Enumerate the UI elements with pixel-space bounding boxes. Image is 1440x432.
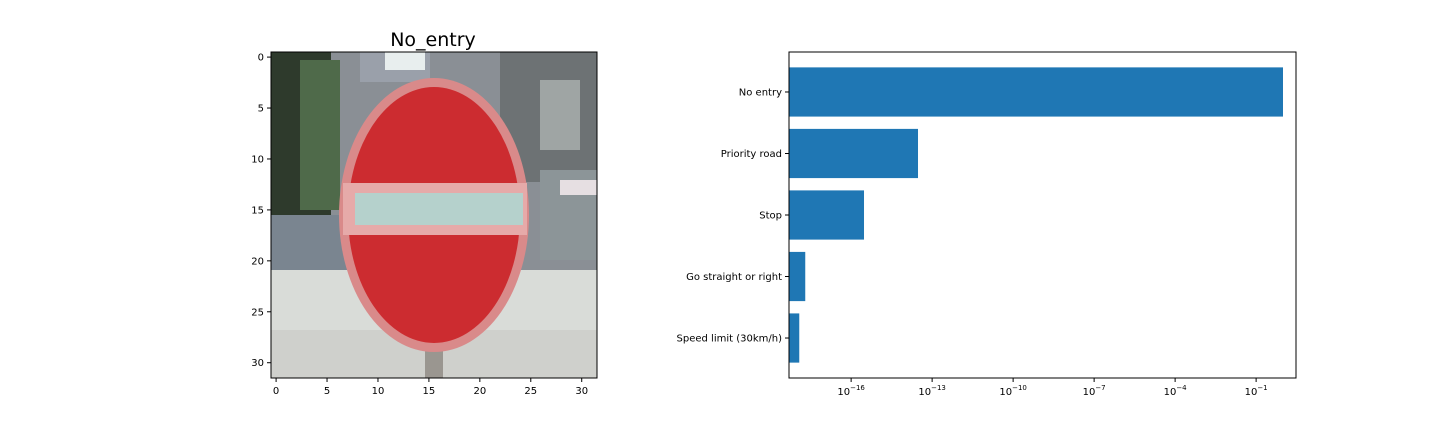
image-y-tick-label: 5	[258, 104, 264, 115]
image-y-tick-label: 25	[251, 307, 264, 318]
image-x-tick-label: 30	[575, 386, 588, 397]
image-y-tick-label: 20	[251, 256, 264, 267]
sign-image	[271, 52, 597, 378]
bar-1	[789, 128, 919, 179]
x-tick-label: 10−7	[1083, 384, 1106, 398]
x-tick-label: 10−10	[999, 384, 1027, 398]
image-x-tick-label: 10	[372, 386, 385, 397]
bar-3	[789, 251, 806, 302]
image-y-tick-label: 10	[251, 154, 264, 165]
image-y-tick-label: 30	[251, 358, 264, 369]
bar-0	[789, 67, 1284, 117]
x-tick-label: 10−16	[837, 384, 865, 398]
image-panel: No_entry	[251, 29, 598, 397]
image-x-tick-label: 15	[423, 386, 436, 397]
category-label: Priority road	[721, 149, 782, 160]
bar-chart: No entry Priority road Stop Go straight or …	[677, 51, 1297, 398]
category-label: Go straight or right	[686, 272, 782, 283]
image-x-tick-label: 0	[273, 386, 279, 397]
x-axis-ticks: 10−16 10−13 10−10 10−7 10−4 10−1	[837, 378, 1268, 398]
category-label: Speed limit (30km/h)	[677, 334, 783, 345]
bar-2	[789, 190, 865, 240]
category-label: No entry	[739, 87, 782, 98]
bar-4	[789, 313, 800, 363]
image-x-tick-label: 25	[524, 386, 537, 397]
x-tick-label: 10−13	[918, 384, 946, 398]
category-label: Stop	[759, 211, 782, 222]
x-tick-label: 10−4	[1164, 384, 1188, 398]
image-y-ticks: 0 5 10 15 20 25 30	[251, 53, 271, 369]
image-title: No_entry	[390, 29, 476, 51]
category-labels: No entry Priority road Stop Go straight or …	[677, 87, 789, 345]
image-frame	[270, 51, 598, 379]
image-y-tick-label: 0	[258, 53, 264, 64]
x-tick-label: 10−1	[1245, 384, 1268, 398]
image-x-tick-label: 5	[324, 386, 330, 397]
image-x-tick-label: 20	[473, 386, 486, 397]
image-y-tick-label: 15	[251, 205, 264, 216]
bars	[789, 67, 1284, 363]
image-x-ticks: 0 5 10 15 20 25 30	[273, 378, 588, 397]
